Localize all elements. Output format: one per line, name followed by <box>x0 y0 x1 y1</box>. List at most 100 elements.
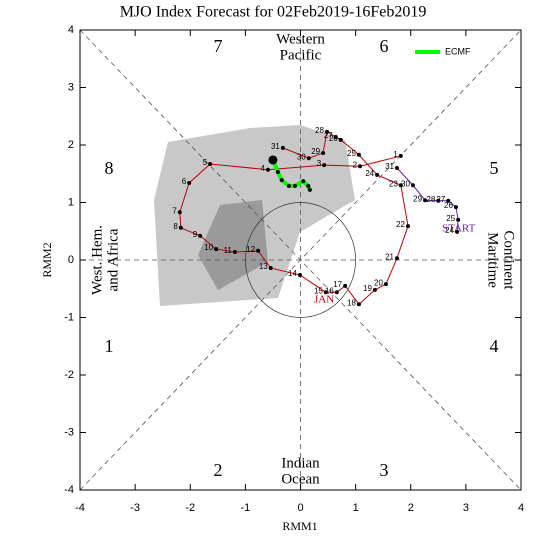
day-point <box>321 151 326 156</box>
day-label: 20 <box>374 278 383 287</box>
day-label: 15 <box>314 286 323 295</box>
legend-label: ECMF <box>445 46 471 56</box>
day-point <box>322 163 327 168</box>
day-label: 24 <box>365 169 374 178</box>
day-label: 8 <box>173 222 178 231</box>
day-point <box>208 161 213 166</box>
day-label: 17 <box>333 280 342 289</box>
spread-inner <box>198 200 268 290</box>
y-tick-label: 0 <box>68 254 74 266</box>
day-point <box>301 179 306 184</box>
day-label: 4 <box>261 164 266 173</box>
y-tick-label: -2 <box>64 369 74 381</box>
phase-number: 1 <box>105 336 114 356</box>
y-tick-label: -3 <box>64 426 74 438</box>
day-label: 14 <box>288 269 297 278</box>
day-label: 28 <box>426 195 435 204</box>
day-label: 2 <box>353 160 358 169</box>
day-label: 25 <box>446 214 455 223</box>
day-label: 19 <box>363 284 372 293</box>
day-point <box>356 302 361 307</box>
day-label: 27 <box>436 195 445 204</box>
y-tick-label: 2 <box>68 139 74 151</box>
y-tick-label: -4 <box>64 484 74 496</box>
day-label: 31 <box>385 162 394 171</box>
day-label: 5 <box>203 158 208 167</box>
phase-number: 4 <box>490 336 499 356</box>
day-point <box>410 183 415 188</box>
day-point <box>358 164 363 169</box>
region-label: Western <box>276 31 325 47</box>
phase-number: 7 <box>214 36 223 56</box>
day-point <box>334 290 339 295</box>
day-point <box>268 155 278 165</box>
region-label: Pacific <box>280 47 322 63</box>
x-tick-label: 0 <box>297 502 303 514</box>
day-point <box>338 137 343 142</box>
day-point <box>286 183 291 188</box>
day-point <box>306 156 311 161</box>
day-label: 1 <box>393 150 398 159</box>
day-point <box>398 183 403 188</box>
phase-number: 5 <box>490 158 499 178</box>
y-tick-label: 1 <box>68 196 74 208</box>
day-point <box>292 183 297 188</box>
day-label: 12 <box>246 245 255 254</box>
day-label: 25 <box>347 149 356 158</box>
x-tick-label: -1 <box>240 502 250 514</box>
day-point <box>343 283 348 288</box>
y-axis-label: RMM2 <box>40 242 54 277</box>
x-tick-label: -2 <box>185 502 195 514</box>
day-point <box>177 210 182 215</box>
region-label: Indian <box>281 455 320 471</box>
day-point <box>446 198 451 203</box>
day-point <box>198 233 203 238</box>
day-point <box>275 170 280 175</box>
phase-number: 2 <box>214 460 223 480</box>
y-tick-label: 3 <box>68 81 74 93</box>
x-axis-label: RMM1 <box>282 519 317 533</box>
day-label: 27 <box>324 131 333 140</box>
x-tick-label: 4 <box>518 502 524 514</box>
day-label: 3 <box>317 159 322 168</box>
start-label: START <box>442 223 476 235</box>
day-point <box>297 272 302 277</box>
day-point <box>306 183 311 188</box>
region-label: Maritime <box>485 232 501 288</box>
day-label: 30 <box>401 179 410 188</box>
day-point <box>214 247 219 252</box>
day-point <box>187 180 192 185</box>
day-label: 9 <box>193 230 198 239</box>
day-point <box>383 282 388 287</box>
day-label: 29 <box>311 147 320 156</box>
x-tick-label: 3 <box>463 502 469 514</box>
day-point <box>280 145 285 150</box>
day-point <box>356 152 361 157</box>
region-label: Continent <box>501 230 517 290</box>
day-label: 16 <box>325 286 334 295</box>
day-label: 18 <box>347 298 356 307</box>
day-point <box>323 290 328 295</box>
y-tick-label: -1 <box>64 311 74 323</box>
x-tick-label: -4 <box>75 502 85 514</box>
phase-number: 8 <box>105 158 114 178</box>
day-point <box>423 198 428 203</box>
day-label: 21 <box>385 252 394 261</box>
day-label: 13 <box>259 262 268 271</box>
day-label: 11 <box>224 246 233 255</box>
day-label: 10 <box>204 243 213 252</box>
day-label: 24 <box>445 226 454 235</box>
day-point <box>398 153 403 158</box>
day-point <box>265 167 270 172</box>
day-label: 30 <box>297 152 306 161</box>
day-label: 23 <box>389 179 398 188</box>
phase-number: 6 <box>380 36 389 56</box>
day-point <box>256 248 261 253</box>
day-point <box>394 256 399 261</box>
x-tick-label: 2 <box>408 502 414 514</box>
day-point <box>232 249 237 254</box>
day-point <box>307 187 312 192</box>
day-point <box>279 178 284 183</box>
